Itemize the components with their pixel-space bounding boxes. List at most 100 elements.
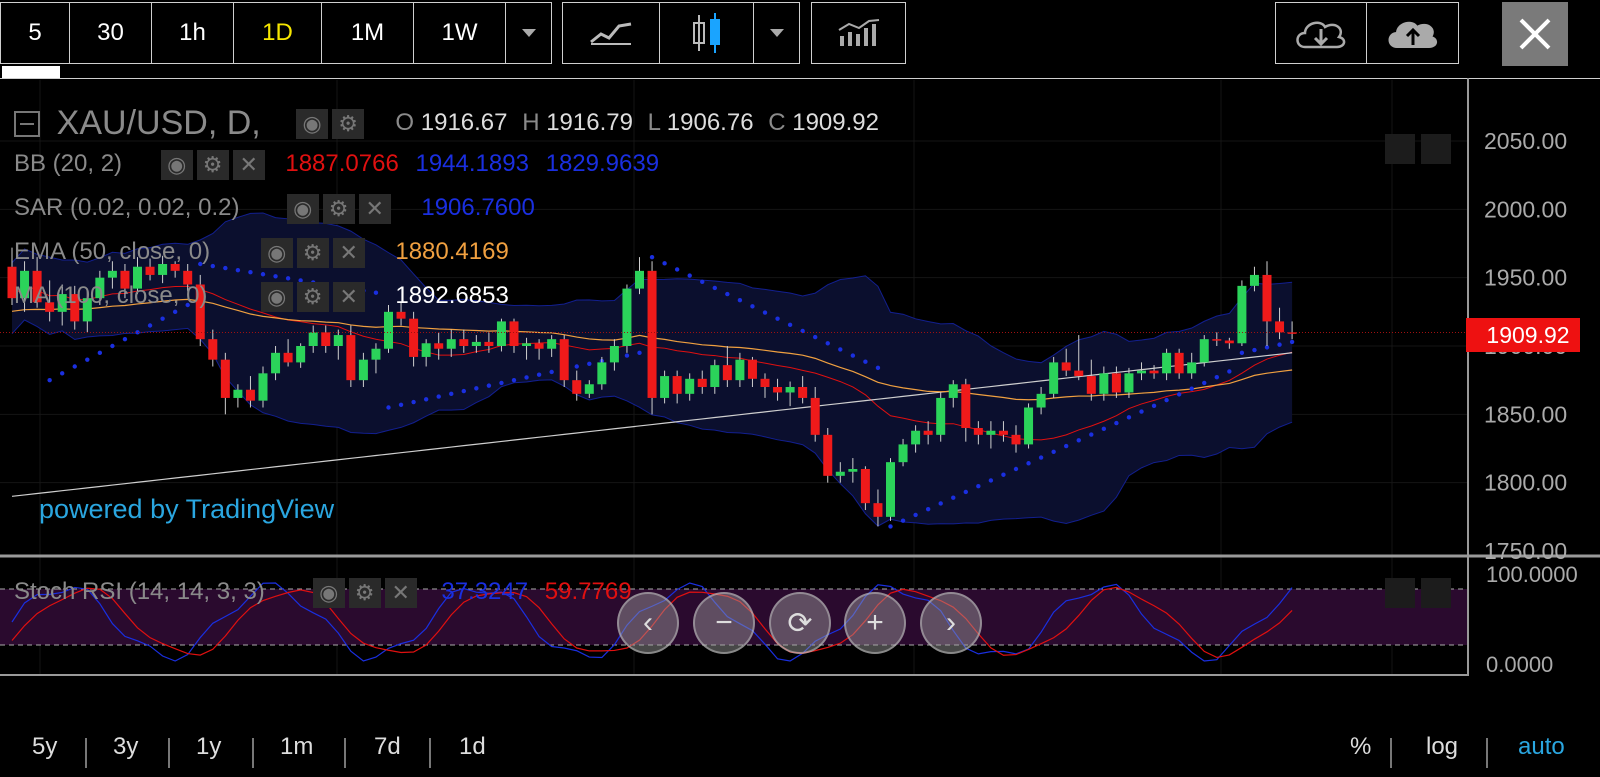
gear-icon[interactable]: ⚙ <box>348 578 381 608</box>
sar-dot <box>97 350 103 356</box>
scroll-tab-handle[interactable] <box>2 66 60 78</box>
range-1y-button[interactable]: 1y <box>196 733 222 760</box>
high-value: 1916.79 <box>546 108 633 136</box>
candle-body <box>886 462 895 517</box>
sar-dot <box>499 380 504 386</box>
candle-body <box>396 311 406 319</box>
chart-area[interactable]: 2050.002000.001950.001900.001850.001800.… <box>0 77 1600 717</box>
sar-dot <box>725 291 730 297</box>
range-3y-button[interactable]: 3y <box>113 733 139 760</box>
percent-scale-button[interactable]: % <box>1350 733 1372 760</box>
candle-body <box>835 471 845 476</box>
reset-button[interactable]: ⟳ <box>769 592 831 654</box>
remove-icon[interactable]: ✕ <box>332 282 365 312</box>
sar-dot <box>951 495 956 500</box>
candle-body <box>20 270 30 299</box>
eye-icon[interactable]: ◉ <box>160 150 193 180</box>
zoom-out-button[interactable]: − <box>693 592 755 654</box>
indicators-button[interactable] <box>811 2 906 64</box>
tradingview-watermark[interactable]: powered by TradingView <box>39 494 335 524</box>
open-value: 1916.67 <box>420 108 508 136</box>
stoch-k-value: 37.3247 <box>441 578 529 606</box>
line-chart-type-button[interactable] <box>562 2 660 64</box>
candle-body <box>70 294 80 322</box>
candle-body <box>1287 332 1297 334</box>
scroll-left-button[interactable]: ‹ <box>617 592 679 654</box>
candle-body <box>484 341 494 346</box>
interval-30-button[interactable]: 30 <box>70 2 152 64</box>
sar-dot <box>787 322 793 328</box>
candle-body <box>446 339 456 349</box>
candle-body <box>998 430 1008 435</box>
candle-body <box>95 277 105 299</box>
interval-1w-button[interactable]: 1W <box>414 2 506 64</box>
scale-up-button[interactable] <box>1385 134 1415 164</box>
eye-icon[interactable]: ◉ <box>260 282 293 312</box>
sar-dot <box>1064 443 1069 449</box>
log-scale-button[interactable]: log <box>1426 733 1459 760</box>
sar-dot <box>762 310 768 315</box>
stoch-axis-bottom: 0.0000 <box>1486 652 1553 677</box>
zoom-in-button[interactable]: + <box>844 592 906 654</box>
remove-icon[interactable]: ✕ <box>384 578 417 608</box>
sar-dot <box>813 334 818 340</box>
load-chart-button[interactable] <box>1275 2 1367 64</box>
divider <box>429 738 431 768</box>
candle-body <box>358 359 368 381</box>
sar-dot <box>1139 409 1144 414</box>
candle-body <box>685 378 695 394</box>
scroll-right-button[interactable]: › <box>920 592 982 654</box>
candle-body <box>509 321 519 346</box>
sar-dot <box>285 276 291 281</box>
range-1m-button[interactable]: 1m <box>280 733 314 760</box>
sar-dot <box>511 377 517 383</box>
candle-chart-type-button[interactable] <box>660 2 754 64</box>
candle-body <box>245 389 255 401</box>
interval-5-button[interactable]: 5 <box>0 2 70 64</box>
range-7d-button[interactable]: 7d <box>374 733 401 760</box>
sar-dot <box>1176 392 1182 397</box>
auto-scale-button[interactable]: auto <box>1518 733 1565 760</box>
sar-value: 1906.7600 <box>421 194 535 222</box>
bb-legend: BB (20, 2) ◉ ⚙ ✕ 1887.0766 1944.1893 1829.… <box>14 150 659 180</box>
gear-icon[interactable]: ⚙ <box>332 108 365 139</box>
pane-expand-button[interactable] <box>1421 578 1451 608</box>
ma-legend: MA (100, close, 0) ◉ ⚙ ✕ 1892.6853 <box>14 282 509 312</box>
range-1d-button[interactable]: 1d <box>459 733 486 760</box>
gear-icon[interactable]: ⚙ <box>296 238 329 268</box>
eye-icon[interactable]: ◉ <box>260 238 293 268</box>
interval-1d-button[interactable]: 1D <box>234 2 322 64</box>
sar-dot <box>938 501 943 506</box>
eye-icon[interactable]: ◉ <box>312 578 345 608</box>
sar-dot <box>1189 386 1194 391</box>
close-button[interactable] <box>1502 2 1568 66</box>
interval-1h-button[interactable]: 1h <box>152 2 234 64</box>
chart-type-dropdown-button[interactable] <box>754 2 800 64</box>
remove-icon[interactable]: ✕ <box>358 194 391 224</box>
candle-body <box>584 384 594 394</box>
range-5y-button[interactable]: 5y <box>32 733 58 760</box>
remove-icon[interactable]: ✕ <box>332 238 365 268</box>
eye-icon[interactable]: ◉ <box>296 108 329 139</box>
sar-dot <box>649 254 655 260</box>
eye-icon[interactable]: ◉ <box>286 194 319 224</box>
interval-dropdown-button[interactable] <box>506 2 552 64</box>
candle-body <box>848 469 858 472</box>
collapse-legend-icon[interactable] <box>14 110 40 137</box>
sar-dot <box>1038 455 1044 460</box>
scale-expand-button[interactable] <box>1421 134 1451 164</box>
remove-icon[interactable]: ✕ <box>232 150 265 180</box>
candle-body <box>1074 370 1084 377</box>
candle-body <box>747 359 757 379</box>
candle-body <box>860 469 870 504</box>
candle-body <box>1011 434 1021 445</box>
gear-icon[interactable]: ⚙ <box>322 194 355 224</box>
gear-icon[interactable]: ⚙ <box>196 150 229 180</box>
price-chart[interactable]: 2050.002000.001950.001900.001850.001800.… <box>0 77 1600 717</box>
pane-up-button[interactable] <box>1385 578 1415 608</box>
low-value: 1906.76 <box>666 108 754 136</box>
interval-1m-button[interactable]: 1M <box>322 2 414 64</box>
save-chart-button[interactable] <box>1367 2 1459 64</box>
gear-icon[interactable]: ⚙ <box>296 282 329 312</box>
sar-dot <box>875 365 881 371</box>
